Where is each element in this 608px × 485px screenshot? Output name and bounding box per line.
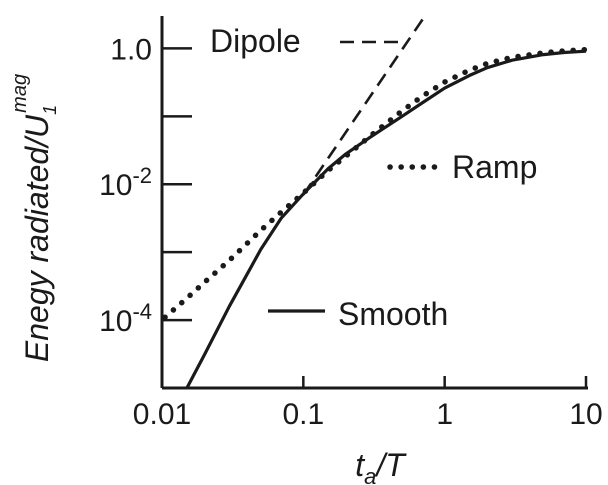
series-line-smooth [185,49,587,389]
x-tick-label: 1 [436,398,453,431]
y-tick-label-exponent: -4 [132,299,152,324]
y-tick-label: 1.0 [110,33,152,66]
x-axis-label-main: t [355,447,365,483]
x-axis-label-subscript: a [364,464,376,485]
x-ticks: 0.01 0.1 1 10 [133,376,603,431]
x-tick-label: 0.01 [133,398,191,431]
x-tick-label: 0.1 [282,398,324,431]
y-tick-label-base: 10 [99,169,132,202]
legend: Dipole Ramp Smooth [210,23,537,332]
y-axis-label-superscript: mag [9,74,31,113]
series-line-dipole [302,18,424,196]
y-axis-label: Enegy radiated/U1 mag [9,74,60,362]
y-tick-label-exponent: -2 [132,163,152,188]
y-tick-label-base: 10 [99,305,132,338]
y-ticks: 10-410-21.0 [99,33,192,338]
x-axis-label: ta/T [355,447,407,485]
axes [160,16,588,390]
y-axis-label-subscript: 1 [40,105,60,115]
y-axis-label-main: Enegy radiated/U [19,114,55,362]
x-axis-label-rest: /T [374,447,407,483]
y-tick-label: 10-4 [99,299,152,338]
y-tick-label: 10-2 [99,163,152,202]
series-layer [162,18,589,389]
legend-label-ramp: Ramp [452,149,537,185]
legend-label-dipole: Dipole [210,23,301,59]
x-tick-label: 10 [569,398,602,431]
legend-label-smooth: Smooth [338,296,448,332]
